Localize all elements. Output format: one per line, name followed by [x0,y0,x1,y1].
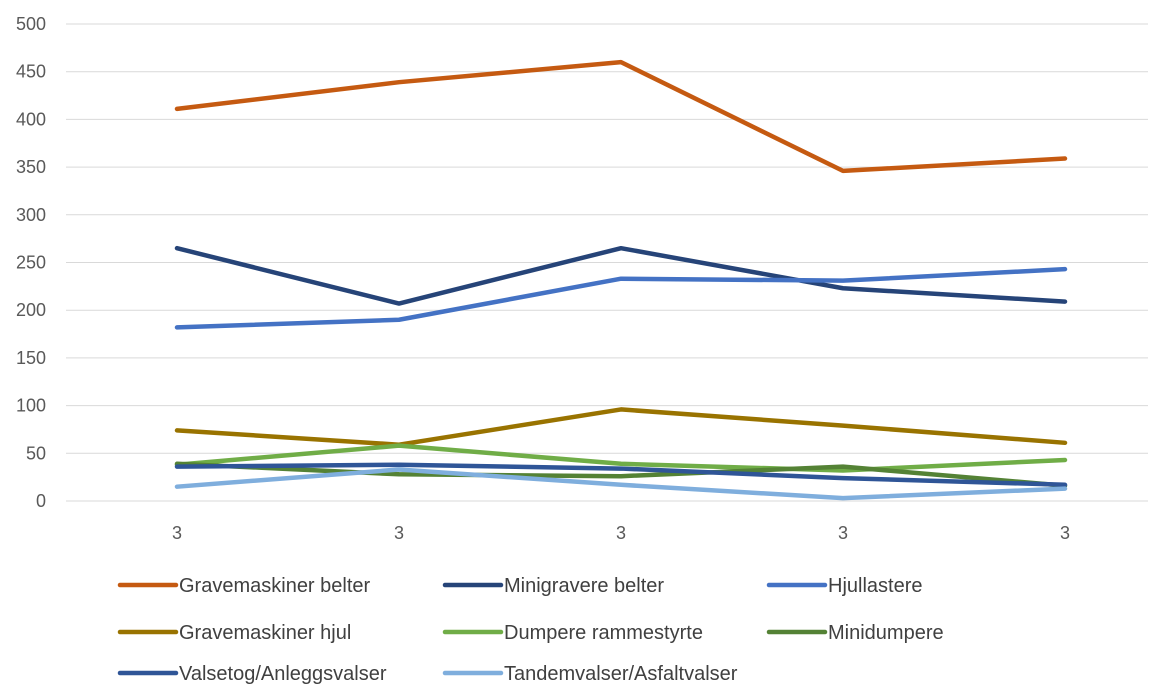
legend-label: Dumpere rammestyrte [504,622,703,644]
legend-label: Gravemaskiner hjul [179,622,351,644]
y-tick-label: 350 [16,157,46,177]
x-tick-label: 3 [838,523,848,543]
series-line [174,59,1068,174]
y-axis-tick-labels: 0 50 100 150 200 250 300 350 400 450 500 [16,14,46,511]
y-tick-label: 200 [16,300,46,320]
y-tick-label: 300 [16,205,46,225]
y-tick-label: 250 [16,253,46,273]
series-lines [174,59,1068,501]
y-tick-label: 150 [16,348,46,368]
gridlines [66,23,1148,502]
series-line [174,407,1068,447]
y-tick-label: 50 [26,443,46,463]
legend-label: Minidumpere [828,622,944,644]
series-line [174,462,1068,488]
y-tick-label: 100 [16,396,46,416]
y-tick-label: 400 [16,109,46,129]
legend-label: Valsetog/Anleggsvalser [179,663,387,684]
x-axis-tick-labels: 3 3 3 3 3 [172,523,1070,543]
series-line [174,266,1068,330]
series-line [174,467,1068,501]
legend: Gravemaskiner belter Minigravere belter Hj… [117,575,944,684]
x-tick-label: 3 [172,523,182,543]
y-tick-label: 0 [36,491,46,511]
legend-label: Hjullastere [828,575,922,597]
y-tick-label: 450 [16,62,46,82]
x-tick-label: 3 [394,523,404,543]
series-line [174,443,1068,473]
series-line [174,245,1068,306]
series-line [174,461,1068,488]
y-tick-label: 500 [16,14,46,34]
x-tick-label: 3 [616,523,626,543]
legend-label: Tandemvalser/Asfaltvalser [504,663,738,684]
legend-label: Gravemaskiner belter [179,575,371,597]
legend-label: Minigravere belter [504,575,664,597]
x-tick-label: 3 [1060,523,1070,543]
